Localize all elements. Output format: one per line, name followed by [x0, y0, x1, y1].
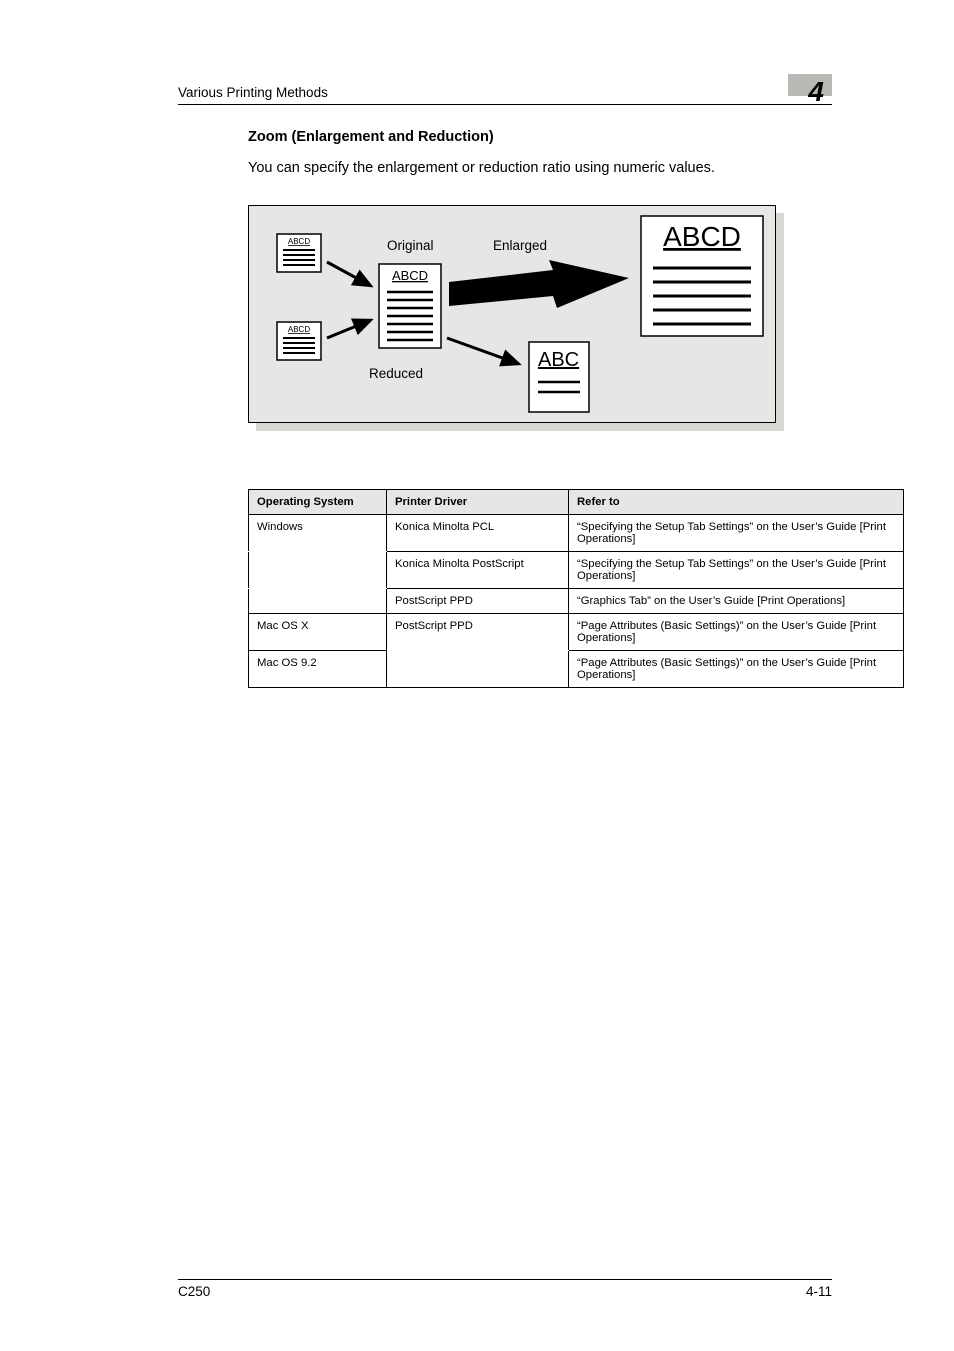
cell-driver: PostScript PPD [387, 588, 569, 613]
cell-os: Mac OS X [249, 613, 387, 650]
footer-right: 4-11 [806, 1284, 832, 1299]
cell-refer: “Specifying the Setup Tab Settings” on t… [569, 551, 904, 588]
cell-refer: “Graphics Tab” on the User’s Guide [Prin… [569, 588, 904, 613]
figure-label-reduced: Reduced [369, 366, 423, 381]
running-header-title: Various Printing Methods [178, 85, 328, 100]
figure-label-enlarged: Enlarged [493, 238, 547, 253]
figure-zoom: ABCD ABCD [248, 205, 784, 431]
cell-os [249, 551, 387, 588]
figure-panel: ABCD ABCD [248, 205, 776, 423]
table-row: Windows Konica Minolta PCL “Specifying t… [249, 514, 904, 551]
running-header: Various Printing Methods 4 [178, 72, 832, 105]
table-row: Konica Minolta PostScript “Specifying th… [249, 551, 904, 588]
content: Zoom (Enlargement and Reduction) You can… [178, 105, 832, 688]
svg-text:ABCD: ABCD [288, 237, 310, 246]
table-header-row: Operating System Printer Driver Refer to [249, 489, 904, 514]
cell-os: Windows [249, 514, 387, 551]
chapter-number: 4 [808, 76, 824, 108]
cell-refer: “Page Attributes (Basic Settings)” on th… [569, 650, 904, 687]
driver-table: Operating System Printer Driver Refer to… [248, 489, 904, 688]
cell-os [249, 588, 387, 613]
chapter-indicator: 4 [788, 72, 832, 100]
cell-driver [387, 650, 569, 687]
svg-text:ABCD: ABCD [663, 221, 741, 252]
table-row: Mac OS 9.2 “Page Attributes (Basic Setti… [249, 650, 904, 687]
cell-os: Mac OS 9.2 [249, 650, 387, 687]
cell-refer: “Page Attributes (Basic Settings)” on th… [569, 613, 904, 650]
section-title: Zoom (Enlargement and Reduction) [248, 129, 832, 145]
page: Various Printing Methods 4 Zoom (Enlarge… [0, 0, 954, 1351]
page-footer: C250 4-11 [178, 1279, 832, 1299]
cell-driver: PostScript PPD [387, 613, 569, 650]
svg-text:ABCD: ABCD [288, 325, 310, 334]
table-row: Mac OS X PostScript PPD “Page Attributes… [249, 613, 904, 650]
cell-driver: Konica Minolta PCL [387, 514, 569, 551]
svg-text:ABCD: ABCD [392, 268, 428, 283]
section-body: You can specify the enlargement or reduc… [248, 159, 832, 179]
cell-refer: “Specifying the Setup Tab Settings” on t… [569, 514, 904, 551]
svg-text:ABC: ABC [538, 349, 579, 371]
table-row: PostScript PPD “Graphics Tab” on the Use… [249, 588, 904, 613]
th-driver: Printer Driver [387, 489, 569, 514]
cell-driver: Konica Minolta PostScript [387, 551, 569, 588]
figure-label-original: Original [387, 238, 434, 253]
th-refer: Refer to [569, 489, 904, 514]
footer-left: C250 [178, 1284, 210, 1299]
th-os: Operating System [249, 489, 387, 514]
